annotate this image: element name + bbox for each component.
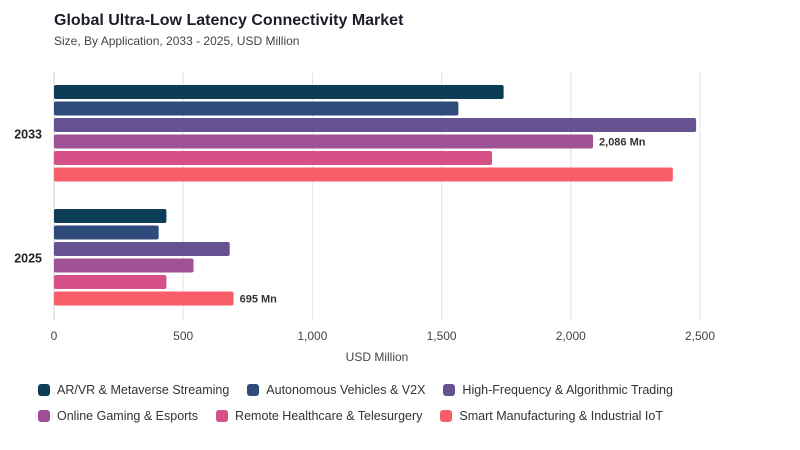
legend-label: Online Gaming & Esports (57, 409, 199, 423)
legend-item-gaming[interactable]: Online Gaming & Esports (38, 409, 198, 423)
x-tick-label: 1,000 (297, 329, 327, 343)
bar (54, 225, 159, 240)
bar-chart: 0 500 1,000 1,500 2,000 2,500 USD Million 2,086… (14, 72, 715, 364)
bar (54, 291, 234, 306)
legend-swatch (247, 384, 260, 396)
legend-label: Autonomous Vehicles & V2X (266, 383, 426, 397)
legend-swatch (440, 410, 453, 422)
bar (54, 242, 230, 256)
bar (54, 151, 492, 165)
bar (54, 101, 459, 116)
bar (54, 85, 504, 99)
x-tick-label: 1,500 (427, 329, 457, 343)
data-label: 695 Mn (240, 294, 278, 306)
legend-swatch (38, 384, 50, 396)
legend-item-healthcare[interactable]: Remote Healthcare & Telesurgery (216, 409, 422, 423)
legend-item-manufacturing[interactable]: Smart Manufacturing & Industrial IoT (440, 409, 663, 423)
legend-item-ar-vr[interactable]: AR/VR & Metaverse Streaming (38, 383, 229, 397)
y-category-label: 2025 (14, 252, 42, 266)
chart-legend: AR/VR & Metaverse Streaming Autonomous V… (38, 383, 778, 435)
legend-row: AR/VR & Metaverse Streaming Autonomous V… (38, 383, 778, 397)
legend-swatch (38, 410, 50, 422)
legend-item-autonomous-vehicles[interactable]: Autonomous Vehicles & V2X (247, 383, 425, 397)
x-axis-label: USD Million (346, 350, 409, 364)
legend-label: Smart Manufacturing & Industrial IoT (459, 409, 663, 423)
x-tick-label: 2,500 (685, 329, 715, 343)
bar (54, 167, 673, 182)
bar (54, 134, 594, 149)
bar (54, 275, 167, 289)
bar (54, 118, 697, 132)
chart-subtitle: Size, By Application, 2033 - 2025, USD M… (54, 34, 300, 48)
legend-label: Remote Healthcare & Telesurgery (235, 409, 423, 423)
bar (54, 209, 167, 223)
x-tick-label: 2,000 (556, 329, 586, 343)
legend-row: Online Gaming & Esports Remote Healthcar… (38, 409, 778, 423)
legend-label: AR/VR & Metaverse Streaming (57, 383, 230, 397)
legend-swatch (216, 410, 229, 422)
bar (54, 258, 194, 273)
data-label: 2,086 Mn (599, 137, 646, 149)
legend-label: High-Frequency & Algorithmic Trading (462, 383, 673, 397)
x-tick-label: 500 (173, 329, 193, 343)
x-tick-label: 0 (51, 329, 58, 343)
legend-swatch (443, 384, 456, 396)
y-category-label: 2033 (14, 128, 42, 142)
legend-item-hft[interactable]: High-Frequency & Algorithmic Trading (443, 383, 673, 397)
chart-title: Global Ultra-Low Latency Connectivity Ma… (54, 12, 404, 29)
